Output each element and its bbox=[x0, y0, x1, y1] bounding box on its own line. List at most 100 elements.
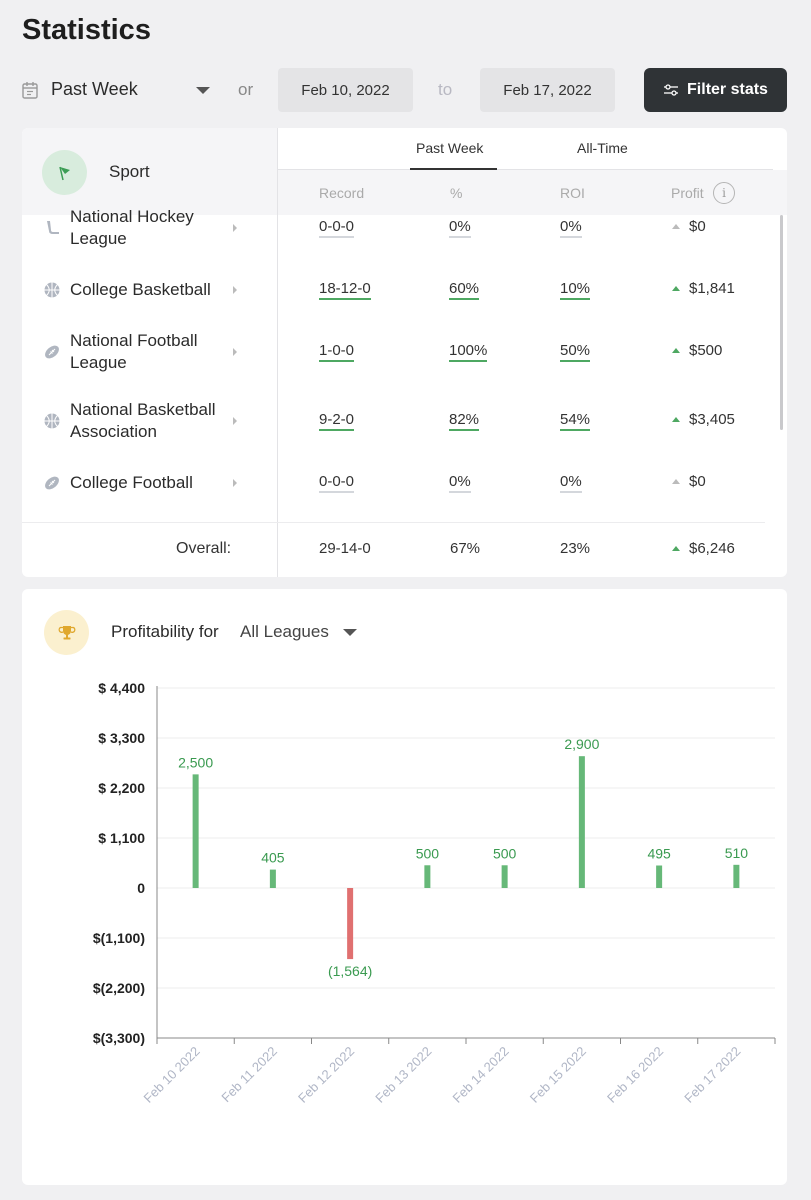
data-label: 500 bbox=[493, 845, 517, 861]
sport-name[interactable]: National Basketball Association bbox=[70, 400, 216, 441]
roi-value: 10% bbox=[560, 280, 591, 300]
roi-value: 0% bbox=[560, 473, 582, 493]
profit-value: $0 bbox=[689, 218, 706, 235]
football-icon bbox=[45, 476, 59, 490]
or-label: or bbox=[238, 80, 254, 99]
data-label: 405 bbox=[261, 850, 285, 866]
calendar-icon bbox=[22, 82, 38, 99]
trend-up-icon bbox=[672, 417, 680, 422]
to-label: to bbox=[438, 80, 453, 99]
overall-roi: 23% bbox=[560, 540, 591, 557]
x-tick-label: Feb 15 2022 bbox=[527, 1044, 589, 1106]
bar bbox=[656, 865, 663, 888]
sport-header-label: Sport bbox=[109, 162, 150, 181]
bar bbox=[733, 864, 740, 888]
sliders-icon bbox=[664, 84, 679, 96]
roi-value: 0% bbox=[560, 218, 582, 238]
roi-value: 50% bbox=[560, 342, 591, 362]
x-tick-label: Feb 16 2022 bbox=[604, 1044, 666, 1106]
data-label: 2,900 bbox=[564, 736, 599, 752]
y-tick-label: $ 1,100 bbox=[98, 830, 145, 846]
column-header-profit: Profit bbox=[671, 185, 704, 201]
trend-up-icon bbox=[672, 479, 680, 484]
y-tick-label: $ 2,200 bbox=[98, 780, 145, 796]
sport-name[interactable]: National Football League bbox=[70, 331, 198, 372]
record-value: 0-0-0 bbox=[319, 218, 355, 238]
league-select[interactable]: All Leagues bbox=[240, 622, 329, 641]
filter-stats-label: Filter stats bbox=[687, 81, 768, 98]
profitability-label: Profitability for bbox=[111, 622, 219, 641]
data-label: 500 bbox=[416, 845, 440, 861]
basketball-icon bbox=[44, 282, 60, 298]
profit-value: $3,405 bbox=[689, 411, 735, 428]
football-icon bbox=[45, 345, 59, 359]
bar bbox=[578, 756, 585, 888]
chevron-right-icon[interactable] bbox=[233, 417, 237, 425]
info-icon[interactable]: i bbox=[713, 182, 735, 204]
table-scrollbar[interactable] bbox=[780, 215, 783, 430]
column-header-percent: % bbox=[450, 185, 463, 201]
data-label: 510 bbox=[725, 845, 749, 861]
x-tick-label: Feb 14 2022 bbox=[450, 1044, 512, 1106]
chevron-right-icon[interactable] bbox=[233, 224, 237, 232]
x-tick-label: Feb 12 2022 bbox=[295, 1044, 357, 1106]
overall-profit: $6,246 bbox=[689, 540, 735, 557]
data-label: (1,564) bbox=[328, 963, 372, 979]
x-tick-label: Feb 13 2022 bbox=[372, 1044, 434, 1106]
y-tick-label: $(1,100) bbox=[93, 930, 145, 946]
chevron-right-icon[interactable] bbox=[233, 479, 237, 487]
column-header-roi: ROI bbox=[560, 185, 585, 201]
to-date-input[interactable]: Feb 17, 2022 bbox=[480, 68, 615, 112]
column-header-record: Record bbox=[319, 185, 365, 201]
percent-value: 60% bbox=[449, 280, 480, 300]
record-value: 0-0-0 bbox=[319, 473, 355, 493]
profit-value: $0 bbox=[689, 473, 706, 490]
roi-value: 54% bbox=[560, 411, 591, 431]
y-tick-label: $(2,200) bbox=[93, 980, 145, 996]
bar bbox=[269, 869, 276, 888]
range-select[interactable]: Past Week bbox=[51, 79, 138, 99]
profit-value: $500 bbox=[689, 342, 723, 359]
y-tick-label: $ 3,300 bbox=[98, 730, 145, 746]
sport-name[interactable]: College Football bbox=[70, 473, 193, 492]
sport-header: Sport bbox=[22, 128, 277, 215]
trend-up-icon bbox=[672, 286, 680, 291]
record-value: 1-0-0 bbox=[319, 342, 355, 362]
chevron-down-icon[interactable] bbox=[343, 629, 357, 636]
from-date-input[interactable]: Feb 10, 2022 bbox=[278, 68, 413, 112]
overall-percent: 67% bbox=[450, 540, 481, 557]
percent-value: 0% bbox=[449, 218, 471, 238]
overall-record: 29-14-0 bbox=[319, 540, 371, 557]
basketball-icon bbox=[44, 413, 60, 429]
stats-table-card: Sport Past Week All-Time Record % ROI Pr… bbox=[22, 128, 787, 577]
x-tick-label: Feb 17 2022 bbox=[681, 1044, 743, 1106]
percent-value: 100% bbox=[449, 342, 488, 362]
tab-past-week[interactable]: Past Week bbox=[416, 140, 484, 156]
chevron-down-icon[interactable] bbox=[196, 87, 210, 94]
flag-icon bbox=[42, 150, 87, 195]
tab-all-time[interactable]: All-Time bbox=[577, 140, 628, 156]
data-label: 2,500 bbox=[178, 754, 213, 770]
x-tick-label: Feb 11 2022 bbox=[218, 1044, 280, 1106]
sport-name[interactable]: College Basketball bbox=[70, 280, 211, 299]
page-title: Statistics bbox=[22, 14, 151, 46]
filter-stats-button[interactable]: Filter stats bbox=[644, 68, 787, 112]
profit-bar-chart: $ 4,400 $ 3,300 $ 2,200 $ 1,100 0 $(1,100) $(2… bbox=[93, 680, 776, 1106]
bar bbox=[424, 865, 431, 888]
bar bbox=[347, 888, 354, 960]
y-tick-label: $(3,300) bbox=[93, 1030, 145, 1046]
sport-name[interactable]: National Hockey League bbox=[70, 207, 194, 248]
record-value: 9-2-0 bbox=[319, 411, 355, 431]
percent-value: 0% bbox=[449, 473, 471, 493]
percent-value: 82% bbox=[449, 411, 480, 431]
trend-up-icon bbox=[672, 546, 680, 551]
y-tick-label: $ 4,400 bbox=[98, 680, 145, 696]
data-label: 495 bbox=[647, 846, 671, 862]
record-value: 18-12-0 bbox=[319, 280, 371, 300]
profit-value: $1,841 bbox=[689, 280, 735, 297]
chevron-right-icon[interactable] bbox=[233, 286, 237, 294]
chevron-right-icon[interactable] bbox=[233, 348, 237, 356]
bar bbox=[501, 865, 508, 888]
y-tick-label: 0 bbox=[137, 880, 145, 896]
profitability-card: Profitability for All Leagues $ 4,400 $ 3… bbox=[22, 589, 787, 1185]
